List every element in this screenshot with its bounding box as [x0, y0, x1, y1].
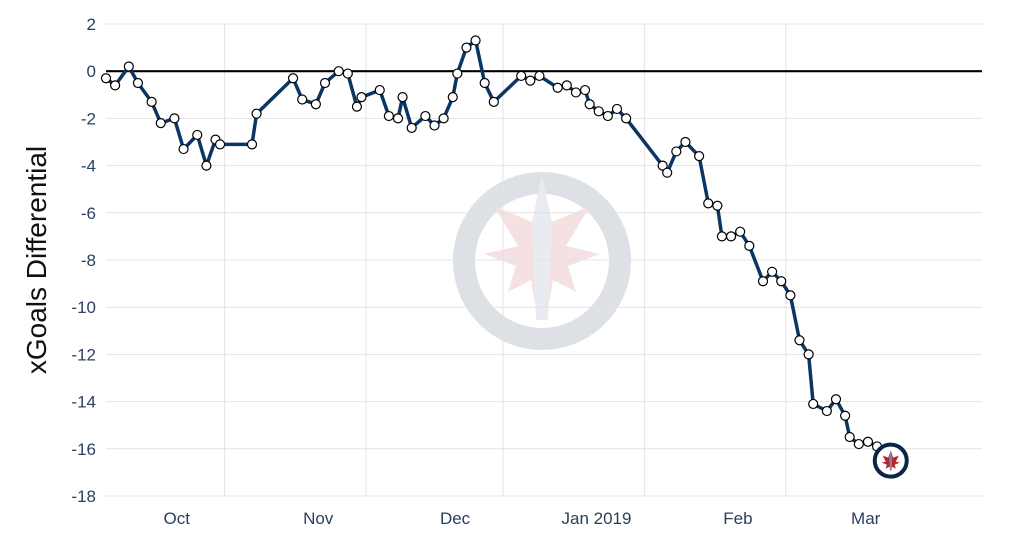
- data-point: [470, 35, 481, 46]
- y-tick-label: -10: [71, 298, 96, 317]
- x-tick-label: Nov: [303, 509, 334, 528]
- data-point: [785, 290, 796, 301]
- data-point: [319, 77, 331, 89]
- data-point: [447, 92, 458, 103]
- team-logo-watermark: [453, 172, 631, 350]
- data-point: [830, 394, 842, 405]
- data-point-markers: [100, 35, 887, 469]
- data-point: [703, 198, 714, 209]
- data-point: [570, 87, 582, 98]
- y-tick-label: -4: [81, 157, 96, 176]
- y-tick-label: -8: [81, 251, 96, 270]
- data-point: [297, 94, 308, 105]
- data-point: [251, 108, 262, 119]
- data-point: [593, 106, 604, 117]
- data-point: [333, 66, 344, 77]
- data-point: [767, 266, 778, 277]
- y-axis-tick-labels: 2 0 -2 -4 -6 -8 -10 -12 -14 -16 -18: [71, 15, 96, 506]
- data-point: [461, 42, 472, 53]
- data-point: [132, 77, 144, 89]
- data-point: [169, 113, 180, 124]
- x-tick-label: Oct: [164, 509, 191, 528]
- data-point: [694, 151, 705, 162]
- data-point: [287, 73, 299, 84]
- x-tick-label: Feb: [723, 509, 752, 528]
- x-tick-label: Mar: [851, 509, 881, 528]
- data-point: [406, 122, 417, 133]
- x-axis-tick-labels: Oct Nov Dec Jan 2019 Feb Mar: [164, 509, 881, 528]
- data-point: [438, 113, 449, 124]
- data-point: [561, 80, 572, 91]
- data-point: [579, 84, 591, 96]
- data-point: [853, 438, 864, 450]
- data-point: [584, 99, 595, 110]
- data-point: [479, 77, 490, 89]
- data-point: [201, 160, 212, 171]
- data-point: [420, 110, 431, 122]
- data-point: [776, 276, 787, 287]
- data-point: [488, 96, 499, 107]
- data-point: [146, 96, 157, 107]
- data-point: [821, 405, 832, 417]
- data-point: [155, 118, 166, 129]
- data-point: [757, 276, 769, 287]
- data-point: [534, 70, 545, 82]
- data-point: [374, 84, 385, 96]
- data-point: [192, 129, 203, 141]
- y-axis-label: xGoals Differential: [21, 146, 52, 374]
- data-point: [100, 73, 112, 84]
- data-point: [246, 139, 258, 150]
- data-point: [602, 110, 613, 122]
- y-tick-label: 2: [87, 15, 96, 34]
- data-point: [621, 113, 632, 124]
- data-point: [310, 99, 321, 110]
- data-point: [525, 75, 536, 86]
- last-point-team-logo-marker: [872, 442, 909, 479]
- y-tick-label: -16: [71, 440, 96, 459]
- data-point: [803, 349, 814, 360]
- data-point: [671, 146, 682, 157]
- data-point: [657, 160, 668, 171]
- gridlines: [106, 23, 982, 497]
- data-point: [516, 70, 527, 82]
- data-point: [351, 101, 363, 112]
- data-point: [383, 110, 394, 122]
- y-tick-label: -2: [81, 109, 96, 128]
- data-point: [452, 68, 463, 79]
- data-point: [840, 410, 851, 421]
- data-point: [844, 431, 855, 443]
- data-point: [725, 231, 737, 242]
- y-tick-label: -6: [81, 204, 96, 223]
- data-point: [862, 436, 874, 447]
- y-tick-label: 0: [87, 62, 96, 81]
- data-point: [794, 335, 805, 346]
- y-tick-label: -14: [71, 393, 96, 412]
- y-tick-label: -18: [71, 487, 96, 506]
- data-point: [712, 200, 723, 211]
- data-point: [552, 82, 563, 93]
- data-point: [178, 143, 189, 155]
- data-point: [611, 103, 623, 115]
- x-tick-label: Jan 2019: [562, 509, 632, 528]
- data-point: [123, 61, 134, 72]
- data-point: [214, 139, 226, 150]
- data-point: [392, 113, 404, 124]
- data-point: [342, 68, 353, 79]
- data-point: [662, 167, 673, 178]
- data-point: [735, 226, 746, 237]
- data-point: [680, 136, 691, 148]
- data-point: [429, 120, 440, 131]
- data-point: [716, 231, 728, 242]
- y-tick-label: -12: [71, 345, 96, 364]
- data-point: [110, 80, 121, 91]
- end-logo-jet: [889, 450, 893, 471]
- data-point: [356, 92, 367, 103]
- data-point: [808, 398, 819, 410]
- data-point: [397, 92, 408, 103]
- data-point: [744, 240, 755, 251]
- x-tick-label: Dec: [440, 509, 471, 528]
